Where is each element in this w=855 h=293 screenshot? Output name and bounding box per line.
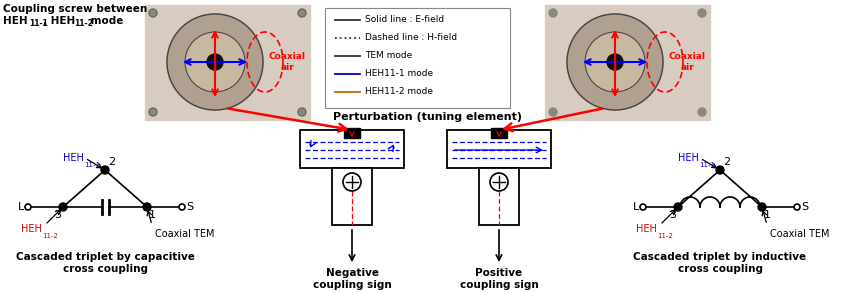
Text: HEH: HEH [21, 224, 42, 234]
Text: 11-1: 11-1 [699, 162, 715, 168]
Text: HEH11-1 mode: HEH11-1 mode [365, 69, 433, 79]
Text: HEH11-2 mode: HEH11-2 mode [365, 88, 433, 96]
Bar [300, 130, 404, 168]
Circle shape [25, 204, 31, 210]
Circle shape [143, 203, 151, 211]
Bar [545, 5, 710, 120]
Text: Coupling screw between: Coupling screw between [3, 4, 147, 14]
Text: Dashed line : H-field: Dashed line : H-field [365, 33, 457, 42]
Text: L: L [18, 202, 24, 212]
Text: Perturbation (tuning element): Perturbation (tuning element) [333, 112, 522, 122]
Circle shape [549, 108, 557, 116]
Text: , HEH: , HEH [43, 16, 75, 26]
Text: 3: 3 [54, 210, 61, 220]
Text: Cascaded triplet by inductive
cross coupling: Cascaded triplet by inductive cross coup… [634, 252, 806, 274]
Bar [145, 5, 310, 120]
Circle shape [298, 9, 306, 17]
Text: 3: 3 [669, 210, 676, 220]
Bar [344, 128, 360, 138]
Text: 11-2: 11-2 [42, 233, 58, 239]
Text: Negative
coupling sign: Negative coupling sign [313, 268, 392, 289]
Bar [325, 8, 510, 108]
Bar [491, 128, 507, 138]
Circle shape [149, 108, 157, 116]
Text: 11-2: 11-2 [74, 19, 93, 28]
Text: HEH: HEH [63, 153, 84, 163]
Text: 1: 1 [764, 210, 771, 220]
Text: Positive
coupling sign: Positive coupling sign [460, 268, 539, 289]
Circle shape [343, 173, 361, 191]
Circle shape [185, 32, 245, 92]
Text: HEH: HEH [678, 153, 699, 163]
Text: TEM mode: TEM mode [365, 52, 412, 60]
Text: HEH: HEH [3, 16, 27, 26]
Circle shape [167, 14, 263, 110]
Circle shape [640, 204, 646, 210]
Text: Coaxial
air: Coaxial air [268, 52, 305, 72]
Circle shape [716, 166, 724, 174]
Text: S: S [186, 202, 193, 212]
Text: 11-1: 11-1 [29, 19, 48, 28]
Bar [332, 168, 372, 225]
Text: Cascaded triplet by capacitive
cross coupling: Cascaded triplet by capacitive cross cou… [15, 252, 194, 274]
Circle shape [490, 173, 508, 191]
Circle shape [101, 166, 109, 174]
Circle shape [758, 203, 766, 211]
Text: 2: 2 [723, 157, 730, 167]
Circle shape [207, 54, 223, 70]
Text: Coaxial TEM: Coaxial TEM [770, 229, 829, 239]
Circle shape [674, 203, 682, 211]
Circle shape [298, 108, 306, 116]
Text: Solid line : E-field: Solid line : E-field [365, 16, 444, 25]
Circle shape [585, 32, 645, 92]
Text: L: L [633, 202, 639, 212]
Text: Coaxial TEM: Coaxial TEM [155, 229, 215, 239]
Circle shape [567, 14, 663, 110]
Circle shape [549, 9, 557, 17]
Circle shape [149, 9, 157, 17]
Circle shape [698, 9, 706, 17]
Circle shape [698, 108, 706, 116]
Text: S: S [801, 202, 808, 212]
Circle shape [607, 54, 623, 70]
Bar [479, 168, 519, 225]
Text: 11-1: 11-1 [84, 162, 100, 168]
Circle shape [59, 203, 67, 211]
Circle shape [794, 204, 800, 210]
Text: HEH: HEH [636, 224, 657, 234]
Circle shape [179, 204, 185, 210]
Text: Coaxial
air: Coaxial air [669, 52, 705, 72]
Bar [447, 130, 551, 168]
Text: mode: mode [87, 16, 123, 26]
Text: 2: 2 [108, 157, 115, 167]
Text: 1: 1 [149, 210, 156, 220]
Text: 11-2: 11-2 [657, 233, 673, 239]
